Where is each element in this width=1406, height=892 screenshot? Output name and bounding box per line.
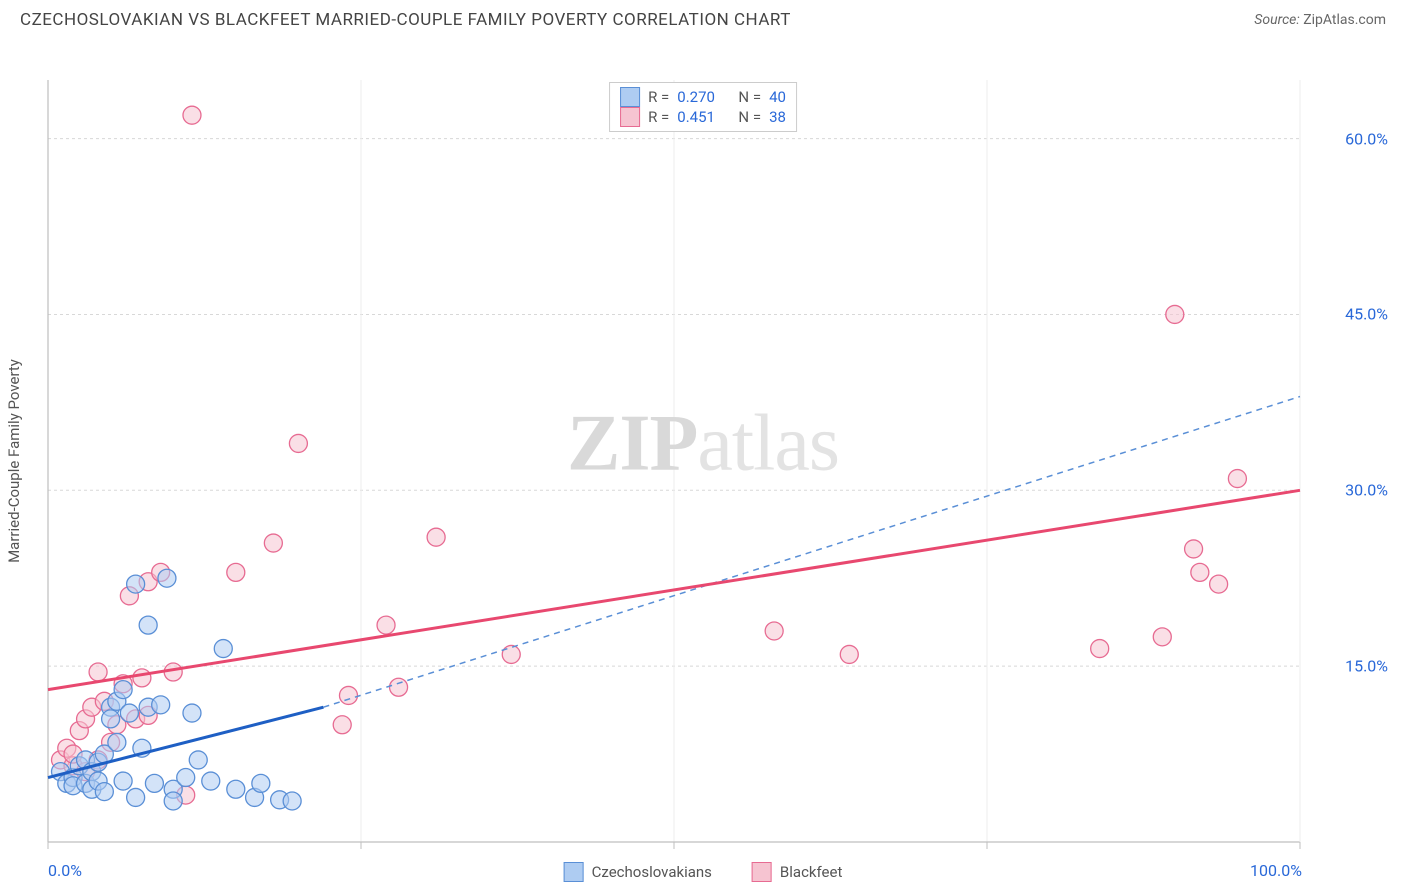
chart-container: Married-Couple Family Poverty ZIPatlas R…: [0, 36, 1406, 886]
chart-header: CZECHOSLOVAKIAN VS BLACKFEET MARRIED-COU…: [0, 0, 1406, 36]
r-value: 0.270: [677, 88, 715, 106]
y-tick-label: 30.0%: [1345, 481, 1388, 500]
series-label: Blackfeet: [780, 863, 842, 881]
y-tick-label: 45.0%: [1345, 305, 1388, 324]
source-label: Source:: [1254, 12, 1299, 28]
n-label: N =: [738, 88, 761, 106]
r-value: 0.451: [677, 108, 715, 126]
legend-row-blackfeet: R = 0.451 N = 38: [620, 107, 786, 127]
n-label: N =: [738, 108, 761, 126]
swatch-blackfeet: [752, 862, 772, 882]
source-value: ZipAtlas.com: [1303, 12, 1386, 28]
correlation-legend: R = 0.270 N = 40 R = 0.451 N = 38: [609, 82, 797, 132]
swatch-czech: [564, 862, 584, 882]
y-axis-label: Married-Couple Family Poverty: [5, 359, 23, 563]
y-tick-label: 15.0%: [1345, 657, 1388, 676]
swatch-blackfeet: [620, 107, 640, 127]
y-tick-label: 60.0%: [1345, 129, 1388, 148]
x-tick-label: 100.0%: [1250, 861, 1302, 880]
n-value: 40: [769, 88, 786, 106]
r-label: R =: [648, 108, 669, 126]
legend-row-czech: R = 0.270 N = 40: [620, 87, 786, 107]
n-value: 38: [769, 108, 786, 126]
x-tick-label: 0.0%: [48, 861, 82, 880]
series-label: Czechoslovakians: [592, 863, 712, 881]
legend-item-blackfeet: Blackfeet: [752, 862, 842, 882]
series-legend: Czechoslovakians Blackfeet: [564, 862, 843, 882]
chart-title: CZECHOSLOVAKIAN VS BLACKFEET MARRIED-COU…: [20, 10, 791, 30]
chart-source: Source: ZipAtlas.com: [1254, 12, 1386, 28]
r-label: R =: [648, 88, 669, 106]
legend-item-czech: Czechoslovakians: [564, 862, 712, 882]
swatch-czech: [620, 87, 640, 107]
scatter-plot: [0, 36, 1406, 886]
